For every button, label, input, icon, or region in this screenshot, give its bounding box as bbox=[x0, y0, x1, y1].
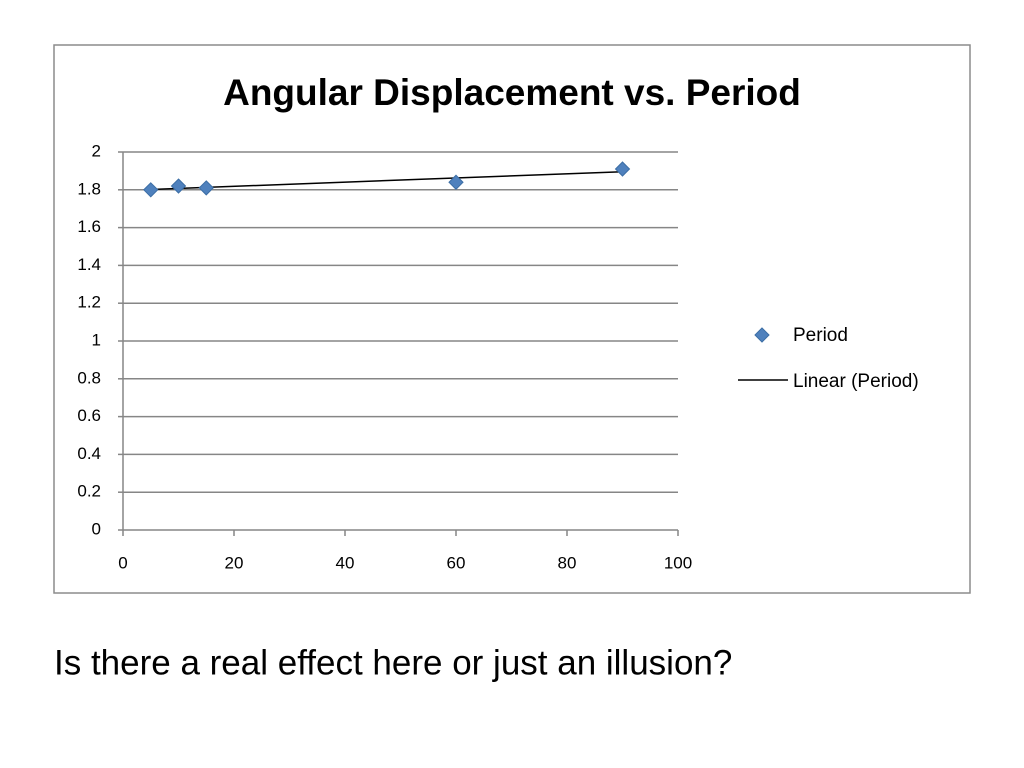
x-tick-label: 20 bbox=[225, 553, 244, 572]
y-tick-label: 2 bbox=[92, 141, 101, 160]
y-tick-label: 1.8 bbox=[77, 179, 101, 198]
caption: Is there a real effect here or just an i… bbox=[54, 643, 732, 682]
y-tick-label: 0 bbox=[92, 519, 101, 538]
point bbox=[448, 174, 464, 190]
y-tick-label: 0.8 bbox=[77, 368, 101, 387]
y-tick-label: 1 bbox=[92, 330, 101, 349]
x-tick-label: 100 bbox=[664, 553, 692, 572]
trendline bbox=[150, 170, 623, 191]
point bbox=[614, 161, 631, 177]
legend-marker bbox=[754, 327, 770, 343]
x-tick-label: 40 bbox=[336, 553, 355, 572]
chart-title: Angular Displacement vs. Period bbox=[223, 72, 801, 113]
y-tick-label: 0.6 bbox=[77, 406, 101, 425]
y-tick-label: 1.4 bbox=[77, 255, 101, 274]
x-tick-label: 0 bbox=[118, 553, 127, 572]
legend-label: Period bbox=[793, 325, 848, 346]
y-tick-label: 1.2 bbox=[77, 293, 101, 312]
chart-frame bbox=[53, 44, 971, 594]
x-tick-label: 80 bbox=[558, 553, 577, 572]
x-tick-label: 60 bbox=[447, 553, 466, 572]
y-tick-label: 0.2 bbox=[77, 482, 101, 501]
y-tick-label: 0.4 bbox=[77, 444, 101, 463]
y-tick-label: 1.6 bbox=[77, 217, 101, 236]
point bbox=[170, 178, 187, 194]
legend-label: Linear (Period) bbox=[793, 371, 919, 392]
point bbox=[143, 182, 159, 198]
point bbox=[198, 180, 214, 196]
